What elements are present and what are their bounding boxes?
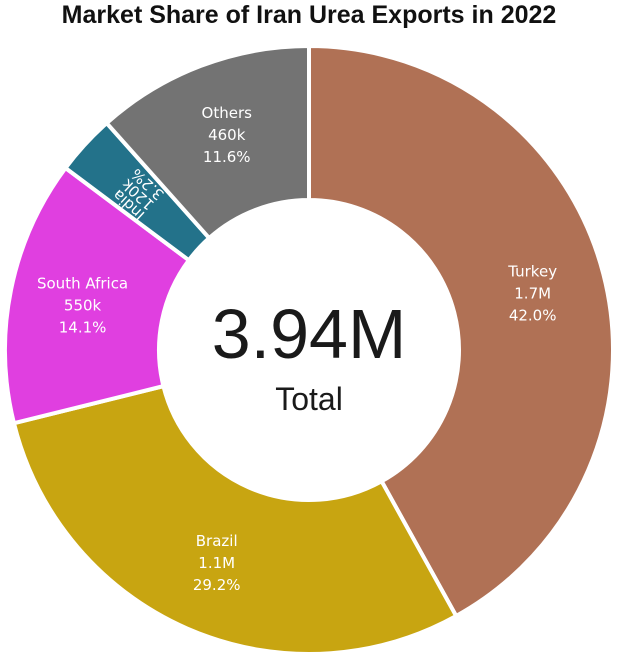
slice-label-others: Others 460k 11.6% xyxy=(202,104,253,166)
slice-percent: 42.0% xyxy=(509,306,557,324)
slice-name: Others xyxy=(202,104,253,122)
slice-value: 550k xyxy=(64,296,102,314)
slice-south-africa[interactable] xyxy=(3,165,192,426)
slice-percent: 29.2% xyxy=(193,576,241,594)
slice-label-south-africa: South Africa 550k 14.1% xyxy=(37,274,128,336)
slice-name: Brazil xyxy=(196,532,238,550)
slice-label-brazil: Brazil 1.1M 29.2% xyxy=(193,532,241,594)
slice-value: 460k xyxy=(208,126,246,144)
slice-value: 1.7M xyxy=(514,284,551,302)
slice-value: 1.1M xyxy=(198,554,235,572)
slice-brazil[interactable] xyxy=(11,383,459,656)
slice-name: South Africa xyxy=(37,274,128,292)
slice-turkey[interactable] xyxy=(307,43,615,619)
donut-slices xyxy=(3,43,615,656)
chart-title: Market Share of Iran Urea Exports in 202… xyxy=(61,1,557,29)
center-total-value: 3.94M xyxy=(212,295,407,373)
slice-percent: 14.1% xyxy=(59,318,107,336)
slice-label-turkey: Turkey 1.7M 42.0% xyxy=(507,262,557,324)
slice-others[interactable] xyxy=(103,43,311,241)
slice-percent: 11.6% xyxy=(203,148,251,166)
slice-name: Turkey xyxy=(507,262,557,280)
center-total-caption: Total xyxy=(275,381,343,417)
